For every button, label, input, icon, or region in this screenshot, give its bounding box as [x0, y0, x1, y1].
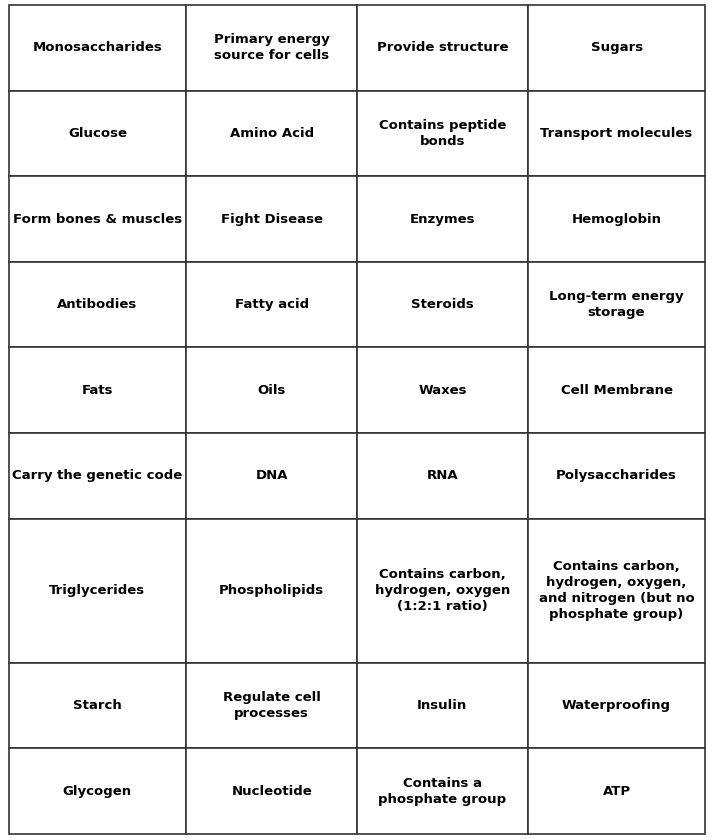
Bar — [528, 347, 705, 433]
Bar — [357, 663, 528, 748]
Bar — [528, 5, 705, 91]
Bar — [357, 433, 528, 519]
Text: Provide structure: Provide structure — [376, 41, 508, 55]
Bar — [528, 433, 705, 519]
Text: Waxes: Waxes — [418, 383, 467, 397]
Text: Cell Membrane: Cell Membrane — [560, 383, 673, 397]
Text: Regulate cell
processes: Regulate cell processes — [223, 691, 321, 720]
Bar — [9, 5, 186, 91]
Text: Amino Acid: Amino Acid — [230, 127, 313, 140]
Bar — [186, 91, 357, 176]
Bar — [528, 663, 705, 748]
Text: Hemoglobin: Hemoglobin — [572, 212, 662, 226]
Bar — [186, 519, 357, 663]
Bar — [9, 262, 186, 347]
Text: Oils: Oils — [258, 383, 286, 397]
Bar — [528, 91, 705, 176]
Bar — [186, 176, 357, 262]
Bar — [186, 663, 357, 748]
Bar — [357, 748, 528, 834]
Text: Contains carbon,
hydrogen, oxygen,
and nitrogen (but no
phosphate group): Contains carbon, hydrogen, oxygen, and n… — [538, 560, 695, 621]
Bar — [9, 176, 186, 262]
Text: Contains peptide
bonds: Contains peptide bonds — [378, 119, 506, 148]
Text: Glucose: Glucose — [68, 127, 127, 140]
Text: Triglycerides: Triglycerides — [49, 584, 146, 597]
Text: Steroids: Steroids — [411, 298, 474, 311]
Bar — [9, 433, 186, 519]
Text: Enzymes: Enzymes — [410, 212, 475, 226]
Bar — [9, 519, 186, 663]
Bar — [186, 262, 357, 347]
Text: Antibodies: Antibodies — [57, 298, 138, 311]
Text: Phospholipids: Phospholipids — [219, 584, 324, 597]
Text: Form bones & muscles: Form bones & muscles — [13, 212, 182, 226]
Bar — [186, 748, 357, 834]
Text: Contains carbon,
hydrogen, oxygen
(1:2:1 ratio): Contains carbon, hydrogen, oxygen (1:2:1… — [375, 568, 510, 613]
Bar — [357, 5, 528, 91]
Text: Waterproofing: Waterproofing — [562, 699, 671, 712]
Text: Insulin: Insulin — [417, 699, 468, 712]
Bar — [357, 519, 528, 663]
Text: Polysaccharides: Polysaccharides — [556, 469, 677, 482]
Text: Nucleotide: Nucleotide — [231, 784, 312, 798]
Text: Sugars: Sugars — [590, 41, 643, 55]
Bar — [357, 176, 528, 262]
Text: Fats: Fats — [81, 383, 113, 397]
Text: ATP: ATP — [603, 784, 630, 798]
Bar — [186, 5, 357, 91]
Text: Glycogen: Glycogen — [63, 784, 132, 798]
Bar — [528, 176, 705, 262]
Text: Starch: Starch — [73, 699, 122, 712]
Bar — [357, 91, 528, 176]
Bar — [528, 748, 705, 834]
Text: Primary energy
source for cells: Primary energy source for cells — [213, 34, 329, 62]
Bar — [186, 433, 357, 519]
Bar — [357, 347, 528, 433]
Text: DNA: DNA — [256, 469, 288, 482]
Text: Monosaccharides: Monosaccharides — [33, 41, 162, 55]
Bar — [9, 663, 186, 748]
Bar — [9, 347, 186, 433]
Text: RNA: RNA — [426, 469, 458, 482]
Text: Carry the genetic code: Carry the genetic code — [12, 469, 183, 482]
Bar — [9, 91, 186, 176]
Text: Transport molecules: Transport molecules — [540, 127, 693, 140]
Text: Contains a
phosphate group: Contains a phosphate group — [378, 777, 506, 805]
Bar — [9, 748, 186, 834]
Bar — [528, 519, 705, 663]
Bar — [528, 262, 705, 347]
Bar — [186, 347, 357, 433]
Text: Fatty acid: Fatty acid — [235, 298, 308, 311]
Bar — [357, 262, 528, 347]
Text: Fight Disease: Fight Disease — [221, 212, 323, 226]
Text: Long-term energy
storage: Long-term energy storage — [549, 290, 684, 319]
